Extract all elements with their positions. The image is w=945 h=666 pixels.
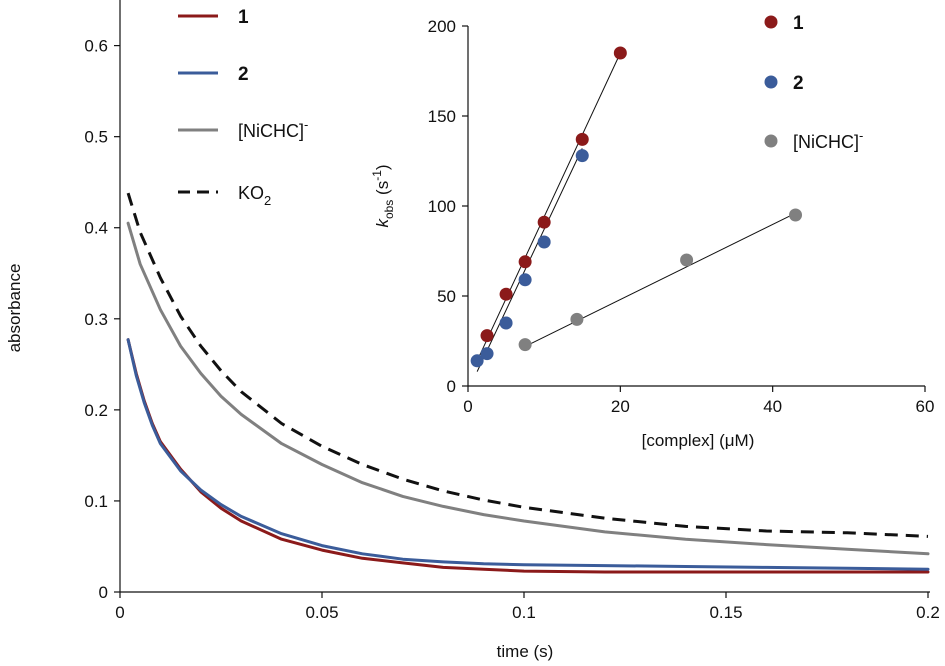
- inset-legend-marker-2: [764, 75, 778, 89]
- data-point-1: [518, 255, 532, 269]
- data-point-1: [499, 287, 513, 301]
- fit-line-nichc: [524, 212, 796, 347]
- inset-y-label-close: ): [373, 164, 392, 170]
- inset-y-label-sub: obs: [382, 200, 396, 219]
- inset-x-tick-label: 40: [763, 397, 782, 416]
- inset-y-tick-label: 50: [437, 287, 456, 306]
- main-y-tick-label: 0.5: [84, 128, 108, 147]
- data-point-2: [537, 235, 551, 249]
- inset-x-tick-label: 0: [463, 397, 472, 416]
- inset-y-tick-label: 0: [447, 377, 456, 396]
- fit-line-1: [476, 52, 621, 362]
- main-y-tick-label: 0: [99, 583, 108, 602]
- inset-y-ticks: 0 50 100 150 200: [428, 17, 468, 396]
- series-line-2: [126, 338, 930, 571]
- data-point-1: [613, 46, 627, 60]
- inset-legend-label-1: 1: [793, 13, 804, 34]
- data-point-nichc: [570, 312, 584, 326]
- main-x-tick-label: 0.1: [512, 603, 536, 622]
- legend-label-nichc-text: [NiCHC]: [238, 121, 304, 141]
- inset-y-label-unit: (s: [373, 181, 392, 200]
- legend-label-nichc: [NiCHC]-: [238, 117, 308, 141]
- legend-label-2: 2: [238, 64, 249, 85]
- inset-plot: 0 20 40 60 0 50 100 150 200 [complex] (μM) kobs…: [370, 8, 941, 450]
- inset-y-tick-label: 150: [428, 107, 456, 126]
- legend-label-nichc-sup: -: [304, 117, 308, 132]
- main-y-tick-label: 0.6: [84, 37, 108, 56]
- inset-background: [466, 8, 941, 408]
- main-y-tick-label: 0.1: [84, 492, 108, 511]
- main-x-axis-label: time (s): [497, 642, 554, 661]
- inset-points-group: [470, 46, 803, 368]
- legend-label-1: 1: [238, 7, 249, 28]
- data-point-nichc: [789, 208, 803, 222]
- main-x-ticks: 0 0.05 0.1 0.15 0.2: [115, 592, 940, 622]
- data-point-2: [518, 273, 532, 287]
- inset-legend-marker-1: [764, 15, 778, 29]
- main-y-tick-label: 0.4: [84, 219, 108, 238]
- inset-y-label-sup: -1: [370, 170, 384, 181]
- data-point-2: [575, 149, 589, 163]
- inset-legend: 1 2 [NiCHC]-: [764, 13, 863, 152]
- inset-legend-nichc-sup: -: [859, 128, 863, 143]
- main-y-axis-label: absorbance: [5, 264, 24, 353]
- main-x-tick-label: 0.05: [305, 603, 338, 622]
- main-x-tick-label: 0.2: [916, 603, 940, 622]
- main-x-tick-label: 0: [115, 603, 124, 622]
- inset-y-tick-label: 200: [428, 17, 456, 36]
- main-x-tick-label: 0.15: [709, 603, 742, 622]
- series-line-nichc: [126, 221, 930, 556]
- legend-label-ko2: KO2: [238, 183, 271, 208]
- data-point-2: [470, 354, 484, 368]
- main-y-ticks: 0 0.1 0.2 0.3 0.4 0.5 0.6: [84, 37, 120, 602]
- inset-y-label-k: k: [373, 218, 392, 228]
- data-point-1: [537, 215, 551, 229]
- inset-legend-nichc-text: [NiCHC]: [793, 132, 859, 152]
- data-point-1: [480, 329, 494, 343]
- legend-label-ko2-text: KO: [238, 183, 264, 203]
- main-plot: 0 0.05 0.1 0.15 0.2 0 0.1 0.2 0.3 0.4 0.5 0.6 time…: [5, 0, 940, 661]
- data-point-1: [575, 132, 589, 146]
- data-point-nichc: [518, 338, 532, 352]
- inset-legend-marker-nichc: [764, 134, 778, 148]
- inset-x-tick-label: 60: [916, 397, 935, 416]
- series-line-ko2: [126, 192, 929, 538]
- inset-y-tick-label: 100: [428, 197, 456, 216]
- main-y-tick-label: 0.2: [84, 401, 108, 420]
- main-series-group: [126, 192, 930, 574]
- inset-x-ticks: 0 20 40 60: [463, 386, 934, 416]
- data-point-2: [499, 316, 513, 330]
- data-point-2: [480, 347, 494, 361]
- main-legend: 1 2 [NiCHC]- KO2: [178, 7, 308, 208]
- inset-y-axis-label: kobs (s-1): [370, 164, 396, 227]
- main-y-tick-label: 0.3: [84, 310, 108, 329]
- inset-x-tick-label: 20: [611, 397, 630, 416]
- inset-legend-label-2: 2: [793, 73, 804, 94]
- legend-label-ko2-sub: 2: [264, 193, 271, 208]
- data-point-nichc: [680, 253, 694, 267]
- inset-x-axis-label: [complex] (μM): [642, 431, 755, 450]
- inset-legend-label-nichc: [NiCHC]-: [793, 128, 863, 152]
